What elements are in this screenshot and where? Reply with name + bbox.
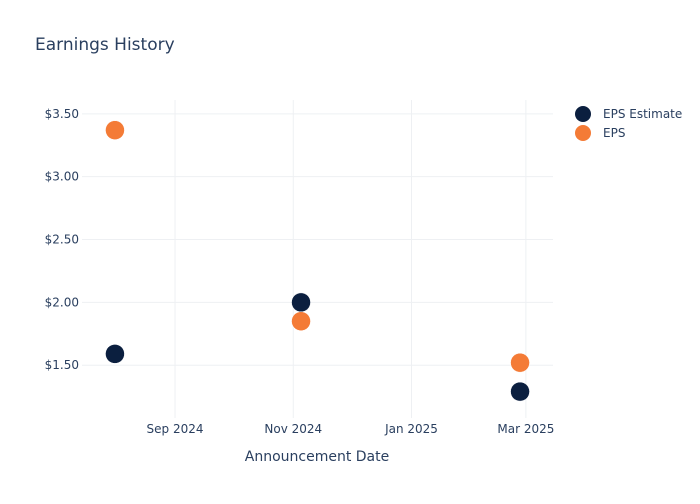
data-point[interactable] bbox=[510, 352, 530, 373]
data-point[interactable] bbox=[510, 381, 530, 402]
legend-marker bbox=[575, 106, 591, 122]
y-tick-label: $2.50 bbox=[45, 233, 79, 247]
legend-label: EPS bbox=[603, 126, 625, 140]
legend-item[interactable]: EPS bbox=[575, 125, 625, 141]
y-tick-label: $3.00 bbox=[45, 170, 79, 184]
y-tick-label: $1.50 bbox=[45, 358, 79, 372]
data-point[interactable] bbox=[291, 311, 311, 331]
y-axis: $1.50 $2.00 $2.50 $3.00 $3.50 bbox=[45, 107, 79, 372]
legend[interactable]: EPS Estimate EPS bbox=[575, 106, 682, 141]
y-tick-label: $2.00 bbox=[45, 295, 79, 309]
series-eps bbox=[105, 120, 530, 373]
x-tick-label: Jan 2025 bbox=[384, 422, 438, 436]
data-point[interactable] bbox=[105, 344, 125, 364]
grid-lines bbox=[82, 100, 553, 418]
x-axis-label: Announcement Date bbox=[245, 449, 389, 465]
legend-item[interactable]: EPS Estimate bbox=[575, 106, 682, 122]
x-tick-label: Nov 2024 bbox=[264, 422, 322, 436]
x-tick-label: Sep 2024 bbox=[147, 422, 204, 436]
x-tick-label: Mar 2025 bbox=[497, 422, 554, 436]
x-axis: Sep 2024 Nov 2024 Jan 2025 Mar 2025 bbox=[147, 422, 555, 436]
chart-title: Earnings History bbox=[35, 35, 175, 55]
series-eps-estimate bbox=[105, 292, 530, 402]
data-points bbox=[105, 120, 530, 402]
legend-label: EPS Estimate bbox=[603, 107, 682, 121]
y-tick-label: $3.50 bbox=[45, 107, 79, 121]
data-point[interactable] bbox=[291, 292, 311, 313]
legend-marker bbox=[575, 125, 591, 141]
data-point[interactable] bbox=[105, 120, 125, 140]
